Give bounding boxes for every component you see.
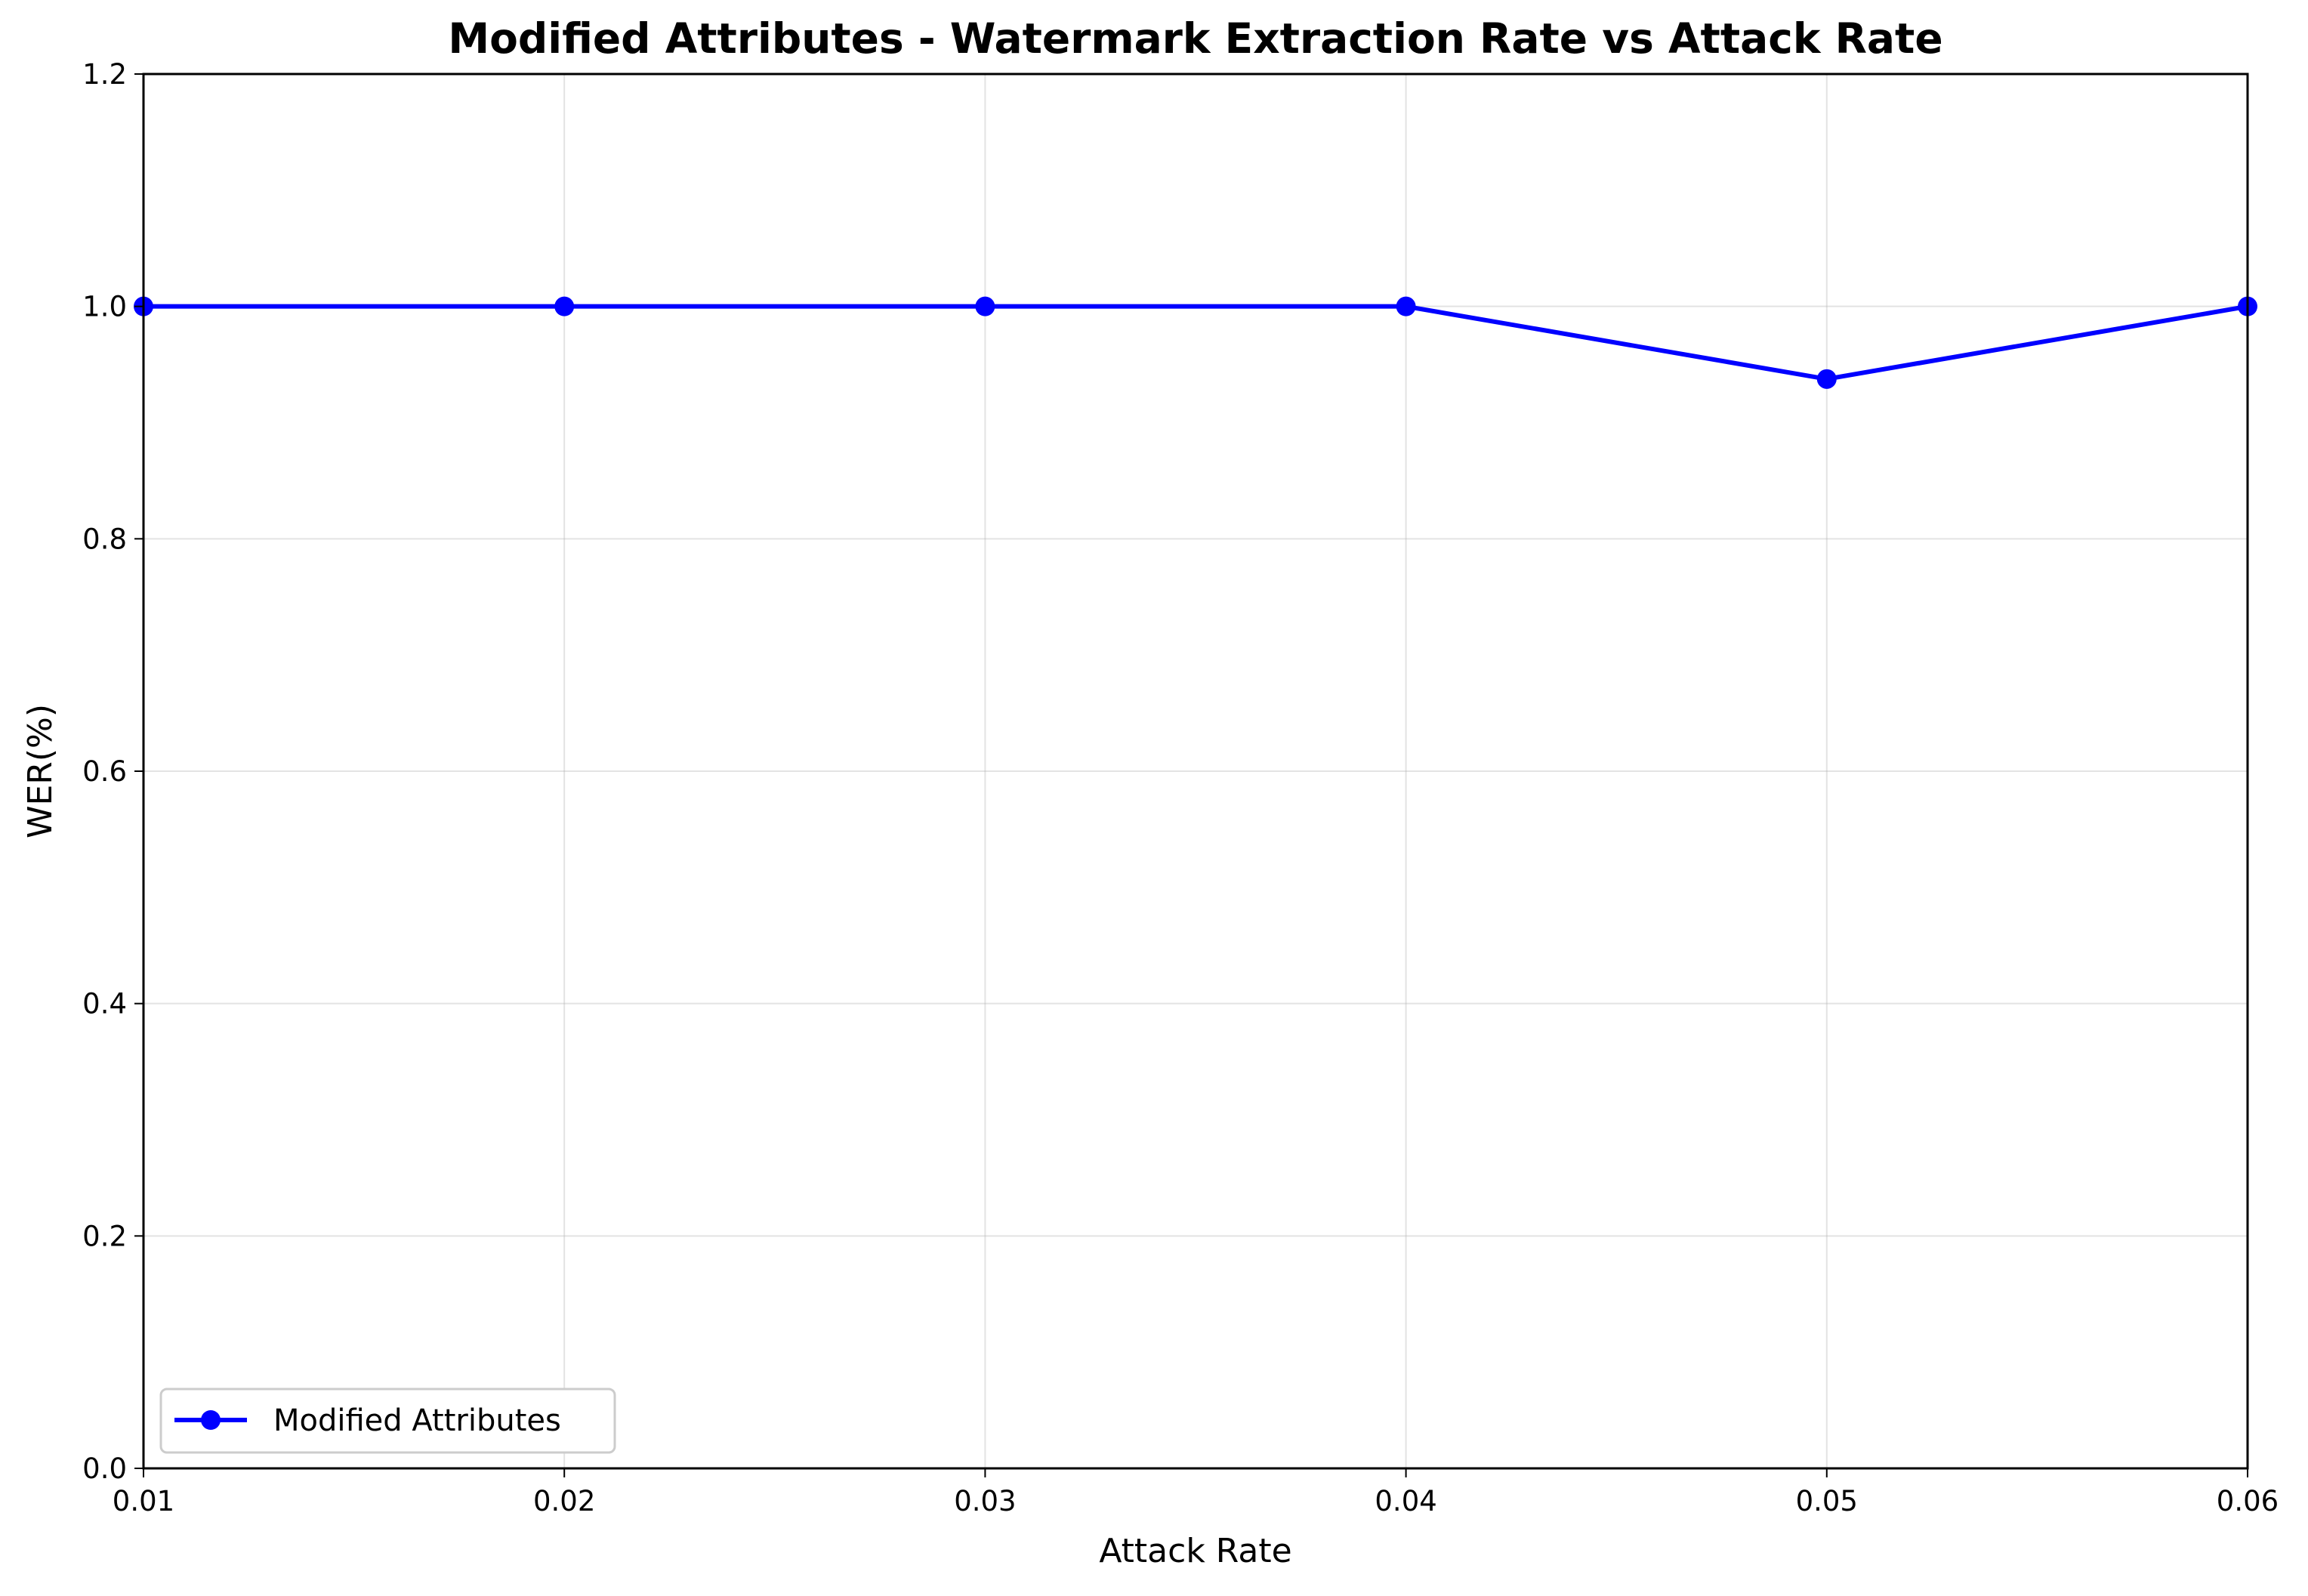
x-tick-label: 0.04 — [1375, 1485, 1436, 1517]
data-point — [1396, 296, 1416, 316]
legend-box — [159, 1388, 616, 1454]
x-tick-label: 0.05 — [1796, 1485, 1858, 1517]
x-axis-label: Attack Rate — [1099, 1532, 1291, 1570]
series-line — [143, 304, 2248, 381]
data-point — [975, 296, 995, 316]
series-layer — [134, 296, 2257, 389]
data-point — [554, 296, 575, 316]
legend-marker-swatch — [201, 1410, 221, 1430]
y-axis-label: WER(%) — [21, 704, 60, 838]
x-axis-ticks: 0.01 0.02 0.03 0.04 0.05 0.06 — [113, 1468, 2279, 1517]
x-tick-label: 0.01 — [113, 1485, 174, 1517]
y-tick-label: 0.2 — [82, 1220, 127, 1252]
legend-label: Modified Attributes — [273, 1403, 561, 1438]
x-tick-label: 0.03 — [954, 1485, 1016, 1517]
data-point — [1816, 369, 1837, 389]
y-tick-label: 0.0 — [82, 1452, 127, 1485]
y-tick-label: 0.8 — [82, 523, 127, 555]
x-tick-label: 0.06 — [2217, 1485, 2279, 1517]
legend: Modified Attributes — [159, 1388, 616, 1454]
x-tick-label: 0.02 — [533, 1485, 595, 1517]
y-axis-ticks: 0.0 0.2 0.4 0.6 0.8 1.0 1.2 — [82, 58, 143, 1485]
y-tick-label: 0.4 — [82, 988, 127, 1020]
y-tick-label: 1.0 — [82, 291, 127, 323]
chart-title: Modified Attributes - Watermark Extracti… — [448, 14, 1942, 63]
y-tick-label: 0.6 — [82, 755, 127, 788]
y-tick-label: 1.2 — [82, 58, 127, 91]
